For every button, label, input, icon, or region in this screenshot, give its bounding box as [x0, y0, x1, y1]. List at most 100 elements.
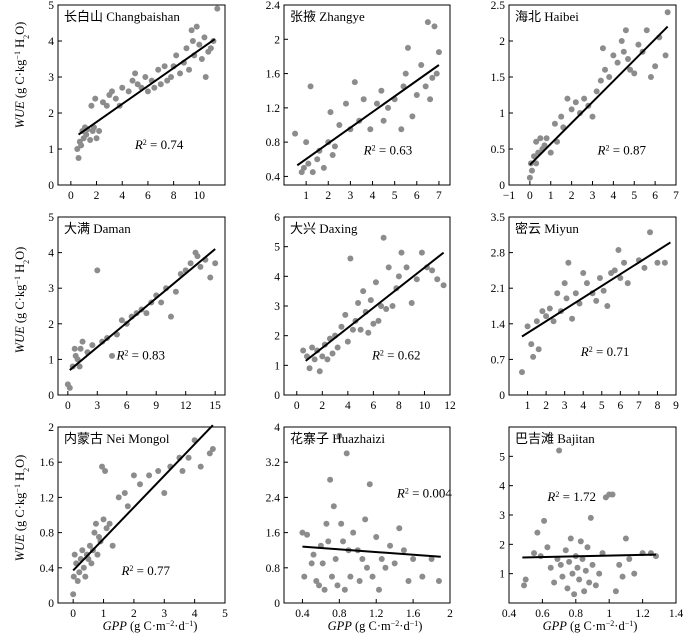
data-point: [537, 135, 544, 142]
r-squared-label: R2 = 0.83: [115, 347, 165, 362]
data-point: [378, 303, 385, 309]
data-point: [325, 538, 332, 545]
data-point: [338, 520, 345, 527]
x-tick-label: 7: [636, 400, 642, 412]
data-point: [91, 529, 98, 536]
data-point: [647, 74, 654, 80]
data-point: [622, 27, 629, 34]
y-axis-label-top: WUE (g C·kg−1 H2O): [13, 22, 31, 129]
data-point: [167, 313, 174, 320]
x-tick-label: 1.2: [635, 608, 650, 620]
r-squared-label: R2 = 0.004: [396, 485, 453, 500]
data-point: [71, 551, 78, 558]
y-tick-label: 1.2: [266, 103, 281, 115]
data-point: [408, 300, 415, 307]
x-tick-label: 4: [370, 190, 376, 202]
panel-title: 大兴 Daxing: [290, 221, 358, 236]
data-point: [596, 570, 603, 577]
data-point: [92, 520, 99, 527]
data-point: [70, 573, 77, 580]
x-tick-label: 4: [119, 190, 125, 202]
data-point: [593, 297, 600, 304]
data-point: [563, 295, 570, 302]
y-tick-label: 0: [48, 390, 54, 402]
r-squared-label: R2 = 0.87: [597, 142, 647, 157]
data-point: [321, 586, 328, 593]
x-tick-label: 2: [319, 400, 325, 412]
data-point: [587, 514, 594, 521]
x-tick-label: 5: [222, 608, 228, 620]
data-point: [328, 573, 335, 580]
data-point: [382, 564, 389, 571]
data-point: [518, 369, 525, 376]
data-point: [300, 164, 307, 171]
data-point: [565, 259, 572, 266]
x-tick-label: 5: [392, 190, 398, 202]
data-point: [616, 561, 623, 568]
data-point: [185, 454, 192, 461]
y-tick-label: 0.7: [491, 354, 506, 366]
y-tick-label: 2.1: [491, 283, 506, 295]
data-point: [618, 38, 625, 44]
data-point: [572, 290, 579, 297]
data-point: [624, 56, 631, 62]
data-point: [356, 578, 363, 584]
data-point: [334, 344, 341, 351]
x-tick-label: 3: [590, 190, 596, 202]
data-point: [79, 338, 86, 345]
data-point: [77, 345, 84, 352]
x-tick-label: 0: [70, 608, 76, 620]
panel-title: 大满 Daman: [64, 221, 131, 236]
data-point: [320, 164, 327, 171]
panel-title: 花寨子 Huazhaizi: [290, 431, 385, 446]
data-point: [308, 560, 315, 567]
plot-frame: [283, 426, 451, 604]
data-point: [323, 520, 330, 527]
y-tick-label: 0: [499, 390, 505, 402]
panel-7: 0 1 2 3 4 5 0 0.4 0.8 1.2 1.6 2 内蒙古 Nei Mongol R2 = 0…: [40, 422, 229, 620]
data-point: [186, 66, 193, 73]
data-point: [118, 317, 125, 324]
data-point: [577, 538, 584, 545]
data-point: [419, 573, 426, 580]
y-axis-label-bottom: WUE (g C·kg−1 H2O): [13, 455, 31, 562]
data-point: [332, 556, 339, 562]
data-point: [402, 70, 409, 77]
data-point: [88, 102, 95, 109]
data-point: [576, 576, 583, 583]
y-tick-label: 2.8: [491, 248, 506, 260]
data-point: [292, 130, 299, 137]
data-point: [389, 303, 396, 309]
data-point: [604, 303, 611, 309]
data-point: [367, 126, 374, 133]
data-point: [134, 81, 141, 88]
x-tick-label: 1: [548, 190, 554, 202]
data-point: [299, 529, 306, 536]
data-point: [599, 550, 606, 557]
data-point: [427, 96, 434, 103]
y-tick-label: 2: [48, 108, 54, 120]
y-tick-label: 4: [48, 248, 54, 260]
y-tick-label: 2.4: [266, 492, 281, 504]
data-point: [544, 544, 551, 551]
data-point: [102, 468, 109, 474]
data-point: [641, 264, 648, 271]
y-tick-label: 0.4: [40, 563, 55, 575]
data-point: [161, 63, 168, 70]
data-point: [66, 384, 73, 391]
data-point: [144, 88, 151, 95]
data-point: [647, 229, 654, 236]
regression-line: [69, 248, 216, 371]
data-point: [410, 556, 417, 562]
x-tick-label: 3: [562, 400, 568, 412]
x-tick-label: 2: [569, 190, 575, 202]
data-point: [535, 346, 542, 353]
data-point: [530, 353, 537, 360]
data-point: [330, 503, 337, 510]
data-point: [429, 267, 436, 274]
data-point: [158, 299, 165, 306]
data-point: [197, 263, 204, 270]
panel-title: 长白山 Changbaishan: [64, 9, 180, 24]
data-point: [370, 320, 377, 327]
data-point: [172, 288, 179, 295]
